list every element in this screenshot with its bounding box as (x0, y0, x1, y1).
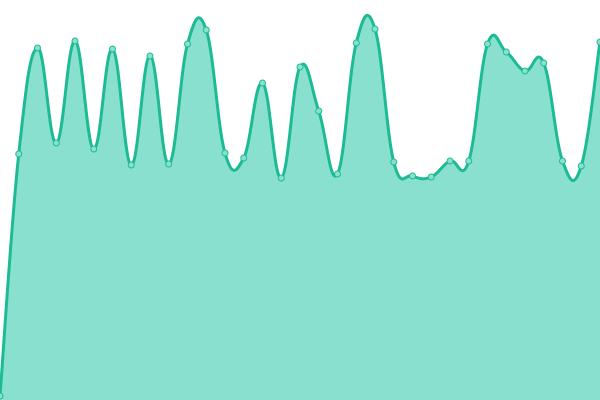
data-point-18 (334, 170, 341, 178)
data-point-1 (15, 150, 23, 158)
data-point-22 (409, 172, 416, 180)
data-point-13 (240, 154, 248, 162)
data-point-27 (502, 48, 510, 56)
data-point-3 (52, 139, 60, 147)
data-point-10 (184, 40, 191, 48)
data-point-30 (559, 157, 566, 165)
data-point-17 (315, 107, 323, 115)
data-point-8 (146, 52, 154, 60)
data-point-32 (596, 38, 600, 46)
data-point-0 (0, 392, 4, 400)
data-point-14 (259, 79, 266, 87)
data-point-9 (165, 160, 173, 168)
data-point-19 (352, 39, 360, 47)
data-point-15 (277, 174, 285, 182)
data-point-12 (221, 149, 229, 157)
data-point-23 (427, 173, 435, 181)
data-point-28 (521, 67, 529, 75)
data-points (0, 25, 600, 400)
data-point-6 (109, 45, 116, 53)
data-point-31 (577, 162, 585, 170)
data-point-16 (296, 63, 304, 71)
data-point-7 (127, 161, 135, 169)
data-point-21 (390, 158, 398, 166)
area-fill (0, 15, 600, 400)
data-point-20 (371, 25, 379, 33)
data-point-5 (90, 145, 98, 153)
data-point-25 (465, 157, 473, 165)
data-point-4 (71, 37, 79, 45)
data-point-2 (34, 44, 41, 52)
data-point-29 (540, 59, 548, 67)
data-point-11 (202, 26, 210, 34)
data-point-26 (484, 40, 491, 48)
data-point-24 (446, 157, 454, 165)
